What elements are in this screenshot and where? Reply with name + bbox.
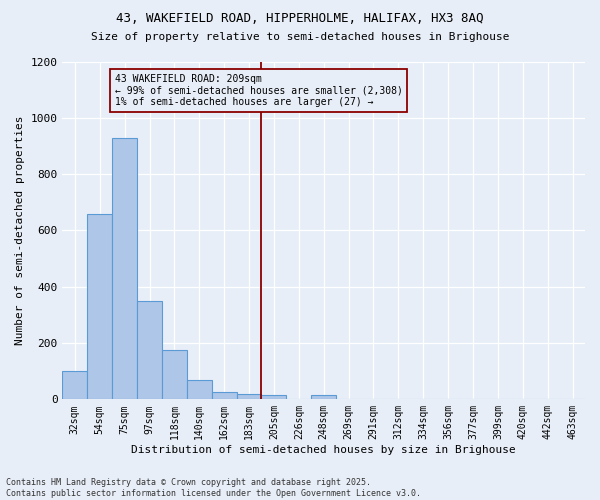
- Bar: [187, 380, 212, 400]
- Bar: [137, 301, 162, 400]
- Bar: [62, 371, 88, 400]
- Text: 43 WAKEFIELD ROAD: 209sqm
← 99% of semi-detached houses are smaller (2,308)
1% o: 43 WAKEFIELD ROAD: 209sqm ← 99% of semi-…: [115, 74, 403, 108]
- Bar: [236, 394, 262, 400]
- Bar: [311, 395, 336, 400]
- Text: Size of property relative to semi-detached houses in Brighouse: Size of property relative to semi-detach…: [91, 32, 509, 42]
- Text: 43, WAKEFIELD ROAD, HIPPERHOLME, HALIFAX, HX3 8AQ: 43, WAKEFIELD ROAD, HIPPERHOLME, HALIFAX…: [116, 12, 484, 26]
- Bar: [162, 350, 187, 400]
- Bar: [212, 392, 236, 400]
- Bar: [262, 395, 286, 400]
- X-axis label: Distribution of semi-detached houses by size in Brighouse: Distribution of semi-detached houses by …: [131, 445, 516, 455]
- Bar: [112, 138, 137, 400]
- Text: Contains HM Land Registry data © Crown copyright and database right 2025.
Contai: Contains HM Land Registry data © Crown c…: [6, 478, 421, 498]
- Bar: [88, 214, 112, 400]
- Y-axis label: Number of semi-detached properties: Number of semi-detached properties: [15, 116, 25, 345]
